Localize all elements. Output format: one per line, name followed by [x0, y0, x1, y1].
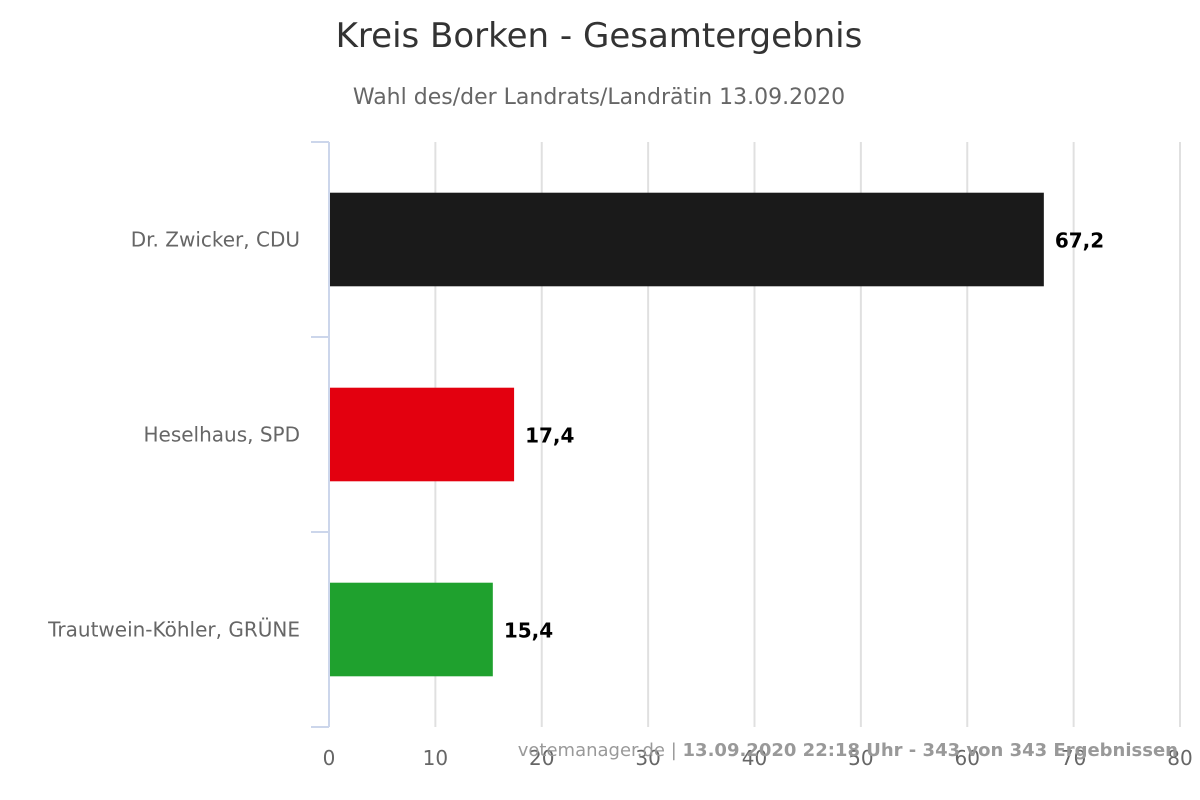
- chart-subtitle: Wahl des/der Landrats/Landrätin 13.09.20…: [353, 85, 845, 110]
- bar[interactable]: [330, 387, 515, 482]
- x-tick-label: 40: [742, 746, 767, 770]
- labels: 0 10 20 30 40 50 60 70 80 Dr. Zwicker, CDU 67,2 Hes…: [47, 228, 1193, 771]
- credits-source[interactable]: votemanager.de: [518, 740, 665, 761]
- credits-separator: |: [665, 740, 683, 761]
- x-tick-label: 50: [848, 746, 873, 770]
- chart-title: Kreis Borken - Gesamtergebnis: [336, 16, 863, 56]
- data-label: 15,4: [504, 619, 553, 643]
- x-tick-label: 0: [323, 746, 336, 770]
- chart-credits[interactable]: votemanager.de | 13.09.2020 22:18 Uhr - …: [518, 740, 1178, 761]
- x-tick-label: 10: [423, 746, 448, 770]
- data-label: 17,4: [525, 424, 574, 448]
- category-label: Heselhaus, SPD: [143, 423, 300, 447]
- x-tick-label: 70: [1061, 746, 1086, 770]
- x-tick-label: 20: [529, 746, 554, 770]
- category-label: Dr. Zwicker, CDU: [131, 228, 300, 252]
- bar[interactable]: [330, 192, 1044, 287]
- category-axis: [311, 141, 330, 728]
- x-tick-label: 80: [1167, 746, 1192, 770]
- x-tick-label: 60: [955, 746, 980, 770]
- bars: [330, 192, 1044, 677]
- category-label: Trautwein-Köhler, GRÜNE: [47, 618, 300, 642]
- bar[interactable]: [330, 582, 493, 677]
- data-label: 67,2: [1055, 229, 1104, 253]
- credits-status: 13.09.2020 22:18 Uhr - 343 von 343 Ergeb…: [683, 740, 1178, 761]
- x-tick-label: 30: [635, 746, 660, 770]
